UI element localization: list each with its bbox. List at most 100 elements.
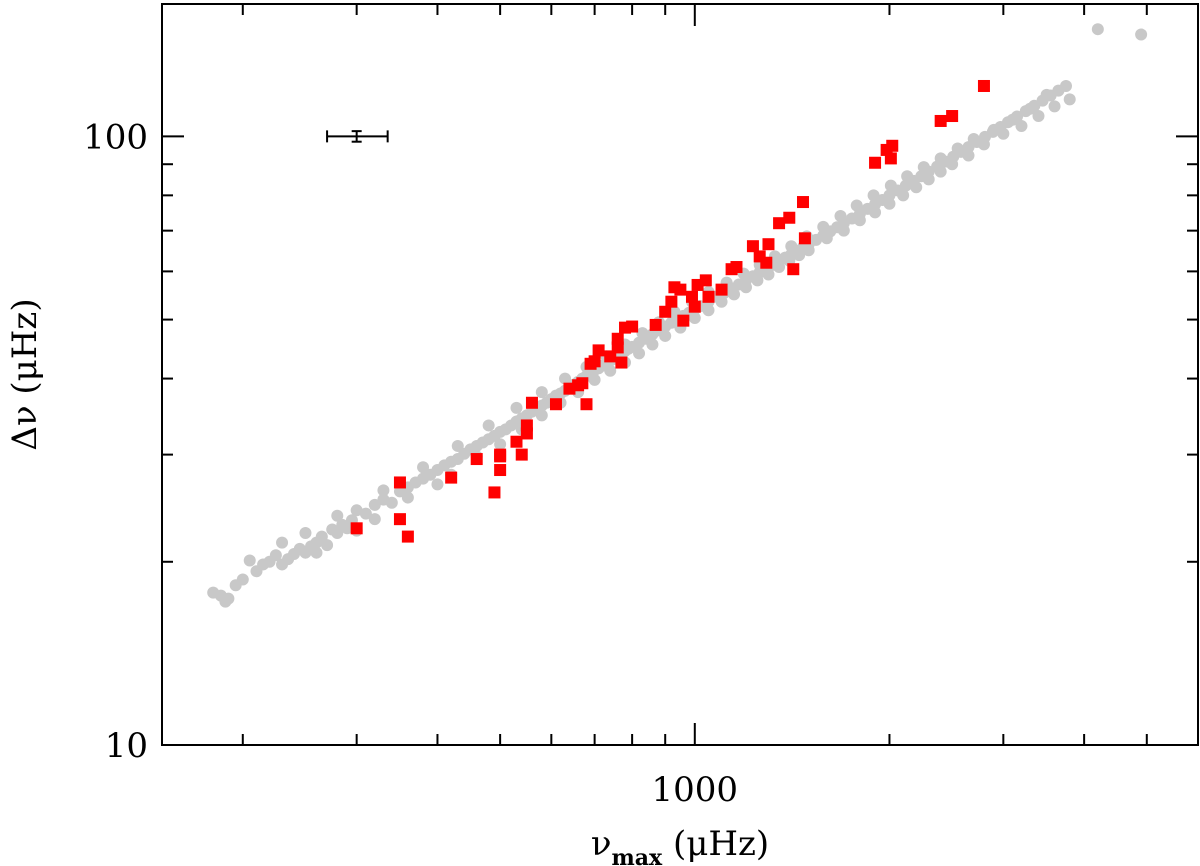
- data-point-gray: [331, 509, 344, 522]
- data-point-gray: [917, 161, 930, 174]
- data-point-gray: [901, 170, 914, 183]
- data-point-gray: [897, 189, 910, 202]
- data-point-gray: [834, 209, 847, 222]
- error-bar: [326, 130, 389, 143]
- data-point-gray: [401, 491, 414, 504]
- data-point-gray: [853, 214, 866, 227]
- data-point-red: [715, 283, 728, 296]
- data-point-gray: [269, 549, 282, 562]
- y-tick-label: 10: [105, 726, 148, 766]
- plot-border: [161, 3, 1199, 746]
- data-point-gray: [1060, 79, 1073, 92]
- data-point-gray: [987, 123, 1000, 136]
- data-point-red: [665, 295, 678, 308]
- data-point-red: [445, 471, 458, 484]
- y-tick-label: 100: [83, 117, 148, 157]
- data-point-gray: [1024, 102, 1037, 115]
- data-point-gray: [962, 149, 975, 162]
- data-point-red: [702, 290, 715, 303]
- data-point-gray: [922, 173, 935, 186]
- data-point-red: [626, 320, 639, 333]
- data-point-gray: [1032, 110, 1045, 123]
- data-point-red: [787, 263, 800, 276]
- data-point-red: [488, 486, 501, 499]
- data-point-gray: [977, 138, 990, 151]
- data-point-gray: [802, 244, 815, 257]
- data-point-red: [783, 211, 796, 224]
- data-point-gray: [604, 364, 617, 377]
- data-point-red: [674, 283, 687, 296]
- data-point-red: [588, 355, 601, 368]
- data-point-gray: [869, 206, 882, 219]
- data-point-gray: [646, 338, 659, 351]
- data-point-red: [525, 396, 538, 409]
- data-point-red: [393, 476, 406, 489]
- data-point-gray: [934, 152, 947, 165]
- data-point-gray: [867, 189, 880, 202]
- data-point-gray: [967, 133, 980, 146]
- data-point-red: [659, 305, 672, 318]
- data-point-gray: [559, 372, 572, 385]
- data-point-gray: [910, 181, 923, 194]
- data-point-gray: [321, 539, 334, 552]
- x-tick-label: 1000: [652, 770, 739, 810]
- data-point-gray: [1015, 120, 1028, 133]
- data-point-red: [798, 232, 811, 245]
- data-point-red: [869, 156, 882, 169]
- data-point-red: [649, 318, 662, 331]
- data-point-gray: [451, 439, 464, 452]
- data-point-gray: [1040, 88, 1053, 101]
- data-point-gray: [1006, 113, 1019, 126]
- data-point-red: [886, 139, 899, 152]
- data-point-gray: [510, 401, 523, 414]
- data-point-red: [592, 344, 605, 357]
- data-point-red: [773, 217, 786, 230]
- data-point-gray: [350, 504, 363, 517]
- data-point-gray: [837, 224, 850, 237]
- data-point-gray: [417, 461, 430, 474]
- data-point-red: [977, 79, 990, 92]
- data-point-red: [510, 435, 523, 448]
- data-point-gray: [1135, 28, 1148, 41]
- data-point-red: [677, 314, 690, 327]
- data-point-gray: [299, 527, 312, 540]
- axis-ticks: [162, 4, 1199, 746]
- data-point-red: [753, 250, 766, 263]
- data-point-gray: [1063, 93, 1076, 106]
- data-point-gray: [785, 240, 798, 253]
- data-point-gray: [236, 573, 249, 586]
- data-point-gray: [946, 158, 959, 171]
- axis-labels: 1000 10 100 νmax (μHz) Δν (μHz): [5, 117, 769, 866]
- data-point-gray: [633, 347, 646, 360]
- data-point-gray: [385, 496, 398, 509]
- data-point-gray: [688, 312, 701, 325]
- data-point-red: [611, 332, 624, 345]
- data-point-red: [576, 377, 589, 390]
- data-point-gray: [310, 546, 323, 559]
- data-point-gray: [739, 281, 752, 294]
- data-point-gray: [482, 419, 495, 432]
- data-point-red: [796, 196, 809, 209]
- data-point-red: [393, 513, 406, 526]
- data-point-gray: [820, 232, 833, 245]
- data-point-gray: [793, 249, 806, 262]
- data-point-gray: [762, 268, 775, 281]
- data-point-gray: [702, 304, 715, 317]
- data-point-gray: [243, 554, 256, 567]
- data-point-red: [746, 240, 759, 253]
- data-point-red: [401, 530, 414, 543]
- data-point-gray: [636, 327, 649, 340]
- data-point-red: [494, 450, 507, 463]
- y-axis-title: Δν (μHz): [5, 298, 45, 450]
- data-point-gray: [997, 127, 1010, 140]
- data-point-red: [730, 261, 743, 274]
- data-point-red: [470, 453, 483, 466]
- data-point-gray: [377, 484, 390, 497]
- data-point-gray: [715, 295, 728, 308]
- data-point-gray: [276, 536, 289, 549]
- data-point-red: [762, 238, 775, 251]
- data-point-gray: [951, 142, 964, 155]
- data-point-gray: [728, 288, 741, 301]
- data-point-red: [685, 290, 698, 303]
